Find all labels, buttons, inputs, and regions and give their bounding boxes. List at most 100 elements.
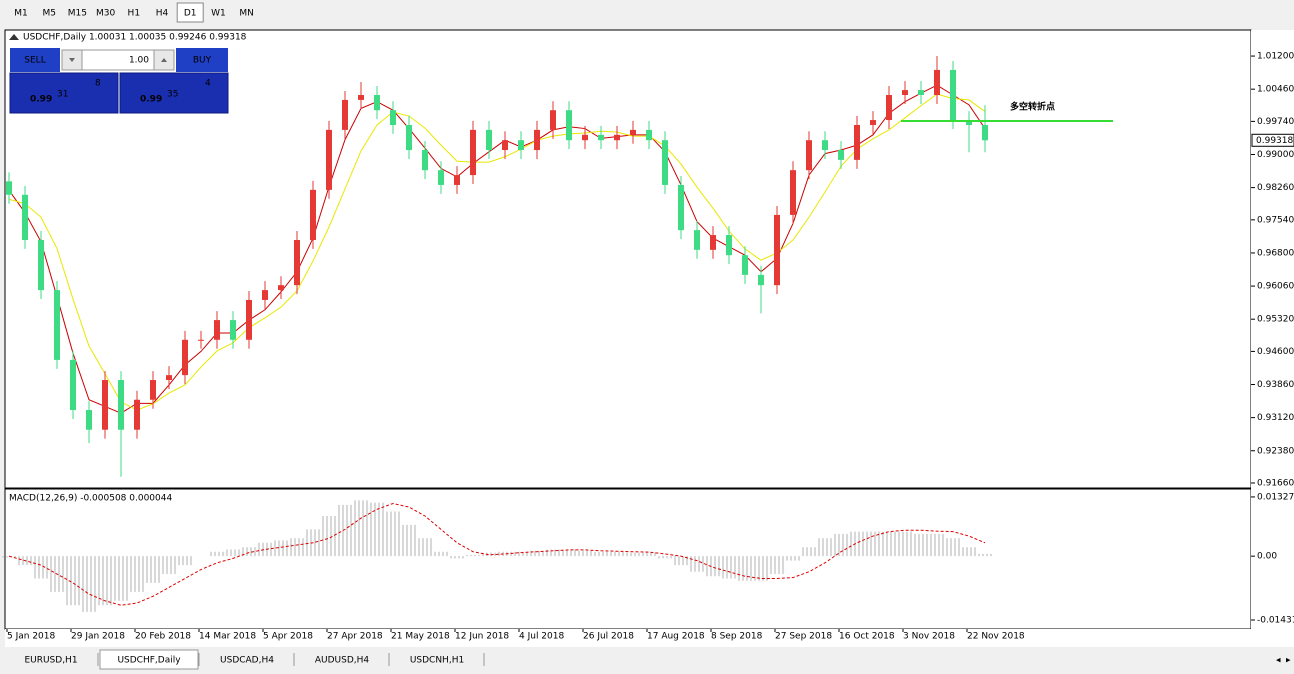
y-tick-label: 1.01200	[1257, 52, 1294, 62]
timeframe-label[interactable]: H4	[156, 9, 169, 19]
buy-button[interactable]	[176, 48, 228, 72]
sell-button[interactable]	[10, 48, 60, 72]
bid-price-big[interactable]: 0.99	[30, 95, 52, 105]
candle-body	[950, 69, 956, 121]
chart-header: USDCHF,Daily 1.00031 1.00035 0.99246 0.9…	[23, 33, 247, 43]
x-tick-label: 8 Sep 2018	[711, 632, 763, 642]
y-tick-label: 0.96060	[1257, 282, 1294, 292]
x-tick-label: 5 Apr 2018	[263, 632, 313, 642]
candle-body	[630, 129, 636, 135]
candle-body	[390, 110, 396, 125]
candle-body	[614, 134, 620, 141]
tab-label[interactable]: USDCNH,H1	[410, 656, 464, 666]
tab-label[interactable]: AUDUSD,H4	[315, 656, 370, 666]
candle-body	[582, 134, 588, 141]
timeframe-label[interactable]: M5	[42, 9, 56, 19]
ask-price-big[interactable]: 0.99	[140, 95, 162, 105]
timeframe-button[interactable]	[92, 3, 119, 22]
timeframe-button[interactable]	[233, 3, 260, 22]
candle-body	[246, 299, 252, 340]
indicator-header: MACD(12,26,9) -0.000508 0.000044	[9, 494, 172, 504]
timeframe-button[interactable]	[149, 3, 175, 22]
candle-body	[678, 184, 684, 231]
volume-up-icon	[161, 58, 167, 62]
timeframe-label[interactable]: M15	[68, 9, 87, 19]
tab-label[interactable]: USDCHF,Daily	[117, 656, 181, 666]
time-axis-area	[5, 629, 1294, 647]
y-tick-label: 0.93120	[1257, 413, 1294, 423]
y-tick-label: 1.00460	[1257, 85, 1294, 95]
timeframe-button[interactable]	[176, 2, 204, 23]
x-tick-label: 5 Jan 2018	[7, 632, 55, 642]
symbol-tab[interactable]	[201, 650, 293, 669]
y-tick-label: 0.91660	[1257, 478, 1294, 488]
candle-body	[6, 181, 12, 195]
candle-body	[374, 94, 380, 111]
candle-body	[550, 110, 556, 130]
candle-body	[54, 290, 60, 360]
timeframe-label[interactable]: M30	[96, 9, 115, 19]
ask-price-small[interactable]: 4	[205, 79, 211, 89]
bid-price-box[interactable]	[9, 72, 119, 114]
candle-body	[438, 170, 444, 185]
bid-price-small[interactable]: 8	[95, 79, 101, 89]
candle-body	[598, 134, 604, 141]
candle-body	[134, 399, 140, 430]
y-tick-label: 0.99000	[1257, 150, 1294, 160]
candle-body	[982, 124, 988, 141]
sell-label[interactable]: SELL	[24, 56, 45, 66]
collapse-icon[interactable]	[9, 34, 19, 40]
candle-body	[790, 170, 796, 215]
buy-label[interactable]: BUY	[193, 56, 212, 66]
candle-body	[886, 94, 892, 121]
candle-body	[486, 129, 492, 151]
volume-value[interactable]: 1.00	[129, 56, 149, 66]
timeframe-button[interactable]	[120, 3, 147, 22]
candle-body	[758, 274, 764, 286]
timeframe-label[interactable]: MN	[239, 9, 254, 19]
symbol-tab[interactable]	[296, 650, 388, 669]
symbol-tab[interactable]	[5, 650, 97, 669]
x-tick-label: 21 May 2018	[391, 632, 450, 642]
y-tick-label: -0.01431	[1257, 616, 1294, 626]
candle-body	[870, 120, 876, 125]
symbol-tab[interactable]	[391, 650, 483, 669]
timeframe-button[interactable]	[36, 3, 63, 22]
tab-label[interactable]: EURUSD,H1	[24, 656, 77, 666]
candle-body	[854, 124, 860, 160]
macd-pane	[4, 488, 1252, 630]
timeframe-label[interactable]: W1	[211, 9, 226, 19]
timeframe-button[interactable]	[205, 3, 232, 22]
bid-price-main[interactable]: 31	[57, 90, 68, 100]
timeframe-button[interactable]	[64, 3, 91, 22]
candle-body	[118, 380, 124, 430]
x-tick-label: 26 Jul 2018	[583, 632, 634, 642]
ask-price-main[interactable]: 35	[167, 90, 178, 100]
candle-body	[230, 320, 236, 340]
candle-body	[342, 99, 348, 130]
timeframe-label[interactable]: D1	[184, 9, 197, 19]
candle-body	[406, 124, 412, 151]
candle-body	[150, 380, 156, 400]
candle-body	[182, 339, 188, 376]
x-tick-label: 4 Jul 2018	[519, 632, 564, 642]
y-tick-label: 0.01327	[1257, 492, 1294, 502]
timeframe-label[interactable]: H1	[128, 9, 141, 19]
x-tick-label: 16 Oct 2018	[839, 632, 895, 642]
timeframe-button[interactable]	[8, 3, 34, 22]
timeframe-label[interactable]: M1	[14, 9, 28, 19]
candle-body	[422, 150, 428, 171]
y-tick-label: 0.96800	[1257, 248, 1294, 258]
tab-label[interactable]: USDCAD,H4	[220, 656, 274, 666]
scroll-right[interactable]: ▸	[1286, 656, 1291, 666]
candle-body	[694, 230, 700, 250]
candle-body	[534, 129, 540, 151]
candle-body	[262, 290, 268, 300]
candle-body	[822, 140, 828, 151]
scroll-left[interactable]: ◂	[1276, 656, 1281, 666]
moving-average	[8, 84, 986, 414]
candle-body	[294, 239, 300, 286]
symbol-tab[interactable]	[99, 649, 199, 670]
ask-price-box[interactable]	[119, 72, 229, 114]
x-tick-label: 14 Mar 2018	[199, 632, 256, 642]
